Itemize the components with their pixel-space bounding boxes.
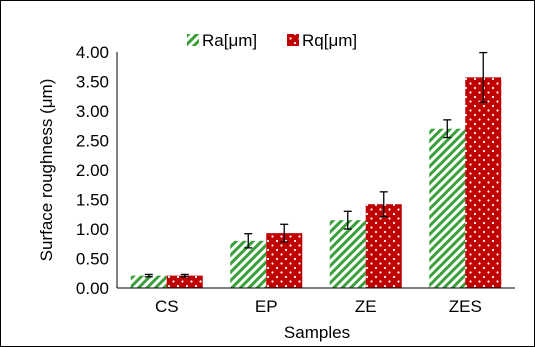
y-tick-label: 1.50 bbox=[76, 191, 109, 210]
y-tick-label: 0.00 bbox=[76, 279, 109, 298]
bars-layer bbox=[130, 77, 502, 289]
legend-label-rq: Rq[μm] bbox=[302, 31, 357, 50]
bar-rq-cs bbox=[166, 275, 203, 288]
bar-rq-ze bbox=[365, 204, 402, 288]
y-tick-label: 3.00 bbox=[76, 102, 109, 121]
bar-ra-zes bbox=[429, 128, 466, 288]
x-tick-label: EP bbox=[255, 297, 278, 316]
y-tick-label: 3.50 bbox=[76, 73, 109, 92]
legend-label-ra: Ra[μm] bbox=[202, 31, 257, 50]
x-tick-label: CS bbox=[155, 297, 179, 316]
legend: Ra[μm] Rq[μm] bbox=[187, 31, 357, 50]
y-axis-title: Surface roughness (μm) bbox=[37, 79, 56, 262]
y-tick-label: 2.50 bbox=[76, 132, 109, 151]
bar-ra-cs bbox=[130, 275, 167, 288]
error-bars-layer bbox=[144, 51, 488, 278]
bar-ra-ep bbox=[230, 240, 267, 288]
legend-swatch-rq bbox=[287, 34, 299, 46]
y-tick-label: 0.50 bbox=[76, 250, 109, 269]
y-tick-labels: 0.00 0.50 1.00 1.50 2.00 2.50 3.00 3.50 4.00 bbox=[76, 43, 109, 298]
x-tick-labels: CS EP ZE ZES bbox=[155, 297, 482, 316]
x-tick-label: ZES bbox=[449, 297, 482, 316]
bar-ra-ze bbox=[329, 220, 366, 288]
y-tick-label: 4.00 bbox=[76, 43, 109, 62]
bar-rq-zes bbox=[465, 77, 502, 289]
y-tick-label: 2.00 bbox=[76, 161, 109, 180]
y-tick-label: 1.00 bbox=[76, 220, 109, 239]
legend-swatch-ra bbox=[187, 34, 199, 46]
x-axis-title: Samples bbox=[284, 323, 350, 342]
x-tick-label: ZE bbox=[355, 297, 377, 316]
